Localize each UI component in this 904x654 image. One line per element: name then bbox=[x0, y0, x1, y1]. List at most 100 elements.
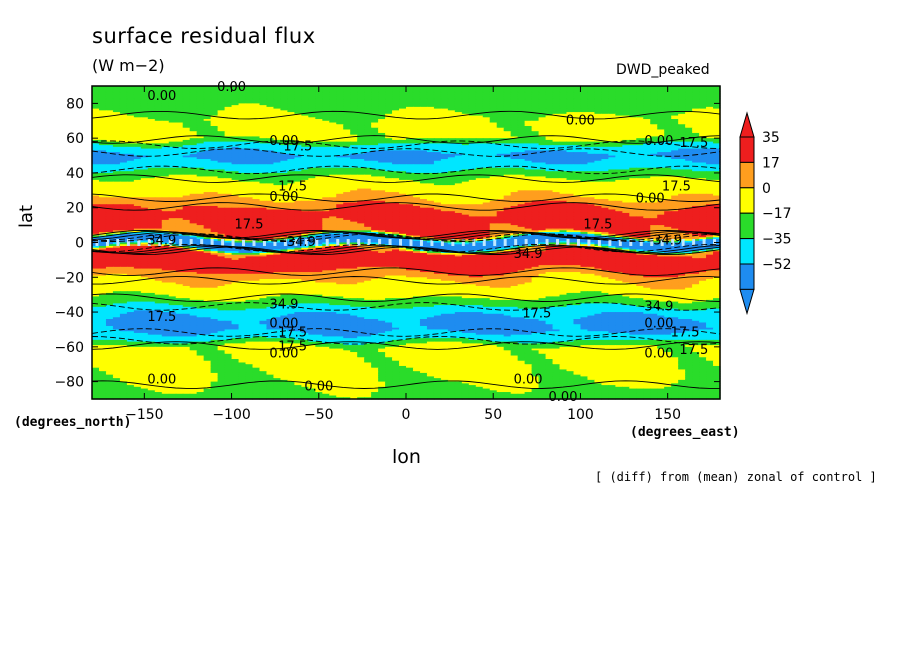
field-cell bbox=[182, 120, 191, 124]
field-cell bbox=[371, 92, 379, 96]
field-cell bbox=[322, 148, 330, 151]
field-cell bbox=[552, 127, 561, 131]
field-cell bbox=[399, 165, 407, 169]
field-cell bbox=[433, 152, 442, 155]
field-cell bbox=[406, 174, 414, 178]
field-cell bbox=[636, 146, 644, 150]
field-cell bbox=[392, 139, 400, 143]
field-cell bbox=[601, 145, 609, 148]
field-cell bbox=[419, 96, 428, 99]
field-cell bbox=[273, 92, 281, 96]
field-cell bbox=[517, 86, 526, 89]
field-cell bbox=[350, 125, 358, 129]
field-cell bbox=[412, 169, 421, 172]
field-cell bbox=[133, 98, 142, 101]
field-cell bbox=[385, 89, 393, 92]
field-cell bbox=[643, 134, 651, 138]
field-cell bbox=[552, 113, 561, 117]
field-cell bbox=[294, 122, 302, 125]
field-cell bbox=[503, 110, 512, 113]
field-cell bbox=[315, 169, 323, 172]
field-cell bbox=[538, 152, 547, 155]
field-cell bbox=[294, 113, 302, 117]
field-cell bbox=[364, 145, 372, 148]
field-cell bbox=[622, 155, 630, 158]
field-cell bbox=[440, 172, 449, 176]
field-cell bbox=[140, 94, 149, 98]
field-cell bbox=[231, 181, 240, 184]
field-cell bbox=[629, 169, 637, 172]
field-cell bbox=[559, 127, 568, 131]
field-cell bbox=[713, 178, 721, 181]
field-cell bbox=[168, 146, 177, 150]
field-cell bbox=[440, 138, 449, 141]
field-cell bbox=[161, 150, 170, 153]
field-cell bbox=[419, 108, 428, 111]
field-cell bbox=[461, 164, 470, 167]
field-cell bbox=[224, 122, 233, 125]
field-cell bbox=[189, 159, 198, 162]
field-cell bbox=[315, 86, 323, 89]
field-cell bbox=[664, 106, 672, 110]
field-cell bbox=[294, 129, 302, 132]
field-cell bbox=[203, 153, 212, 157]
field-cell bbox=[119, 141, 128, 144]
field-cell bbox=[294, 155, 302, 158]
field-cell bbox=[594, 106, 602, 110]
field-cell bbox=[322, 98, 330, 101]
field-cell bbox=[399, 94, 407, 98]
field-cell bbox=[678, 99, 686, 103]
field-cell bbox=[385, 172, 393, 176]
field-cell bbox=[315, 146, 323, 150]
field-cell bbox=[664, 150, 672, 153]
field-cell bbox=[706, 157, 714, 160]
field-cell bbox=[608, 125, 616, 129]
field-cell bbox=[112, 110, 121, 113]
field-cell bbox=[308, 91, 316, 94]
field-cell bbox=[217, 110, 226, 113]
field-cell bbox=[664, 105, 672, 108]
field-cell bbox=[622, 117, 630, 120]
field-cell bbox=[92, 132, 100, 136]
field-cell bbox=[252, 86, 261, 89]
field-cell bbox=[196, 136, 205, 139]
field-cell bbox=[559, 122, 568, 125]
field-cell bbox=[531, 165, 540, 169]
field-cell bbox=[210, 131, 219, 134]
field-cell bbox=[210, 178, 219, 181]
field-cell bbox=[154, 155, 163, 158]
field-cell bbox=[182, 92, 191, 96]
field-cell bbox=[503, 136, 512, 139]
field-cell bbox=[650, 174, 658, 178]
field-cell bbox=[308, 105, 316, 108]
field-cell bbox=[301, 181, 309, 184]
field-cell bbox=[510, 124, 519, 127]
field-cell bbox=[468, 105, 477, 108]
field-cell bbox=[406, 89, 414, 92]
field-cell bbox=[489, 131, 498, 134]
field-cell bbox=[98, 112, 107, 115]
field-cell bbox=[594, 105, 602, 108]
field-cell bbox=[189, 87, 198, 91]
field-cell bbox=[252, 150, 261, 153]
field-cell bbox=[203, 164, 212, 167]
field-cell bbox=[580, 115, 589, 118]
field-cell bbox=[126, 122, 135, 125]
field-cell bbox=[196, 122, 205, 125]
field-cell bbox=[552, 98, 561, 101]
field-cell bbox=[287, 87, 295, 91]
field-cell bbox=[280, 120, 288, 124]
field-cell bbox=[510, 94, 519, 98]
field-cell bbox=[692, 164, 700, 167]
field-cell bbox=[175, 96, 184, 99]
field-cell bbox=[189, 176, 198, 179]
field-cell bbox=[636, 157, 644, 160]
field-cell bbox=[392, 113, 400, 117]
field-cell bbox=[545, 174, 554, 178]
field-cell bbox=[189, 99, 198, 103]
field-cell bbox=[350, 178, 358, 181]
field-cell bbox=[713, 176, 721, 179]
field-cell bbox=[692, 178, 700, 181]
field-cell bbox=[357, 160, 365, 164]
field-cell bbox=[692, 138, 700, 141]
